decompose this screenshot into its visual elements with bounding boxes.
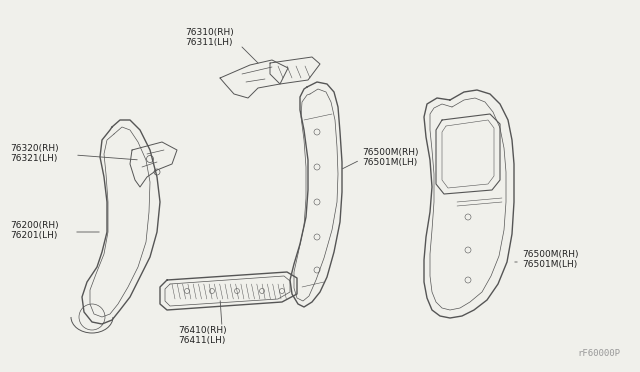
Text: 76501M(LH): 76501M(LH) (522, 260, 577, 269)
Text: 76500M(RH): 76500M(RH) (362, 148, 419, 157)
Text: rF60000P: rF60000P (577, 349, 620, 358)
Text: 76320(RH): 76320(RH) (10, 144, 59, 153)
Text: 76501M(LH): 76501M(LH) (362, 157, 417, 167)
Text: 76311(LH): 76311(LH) (185, 38, 232, 46)
Text: 76201(LH): 76201(LH) (10, 231, 58, 240)
Text: 76321(LH): 76321(LH) (10, 154, 58, 163)
Text: 76411(LH): 76411(LH) (178, 336, 225, 344)
Text: 76200(RH): 76200(RH) (10, 221, 59, 230)
Text: 76410(RH): 76410(RH) (178, 326, 227, 334)
Text: 76500M(RH): 76500M(RH) (522, 250, 579, 260)
Text: 76310(RH): 76310(RH) (185, 28, 234, 36)
